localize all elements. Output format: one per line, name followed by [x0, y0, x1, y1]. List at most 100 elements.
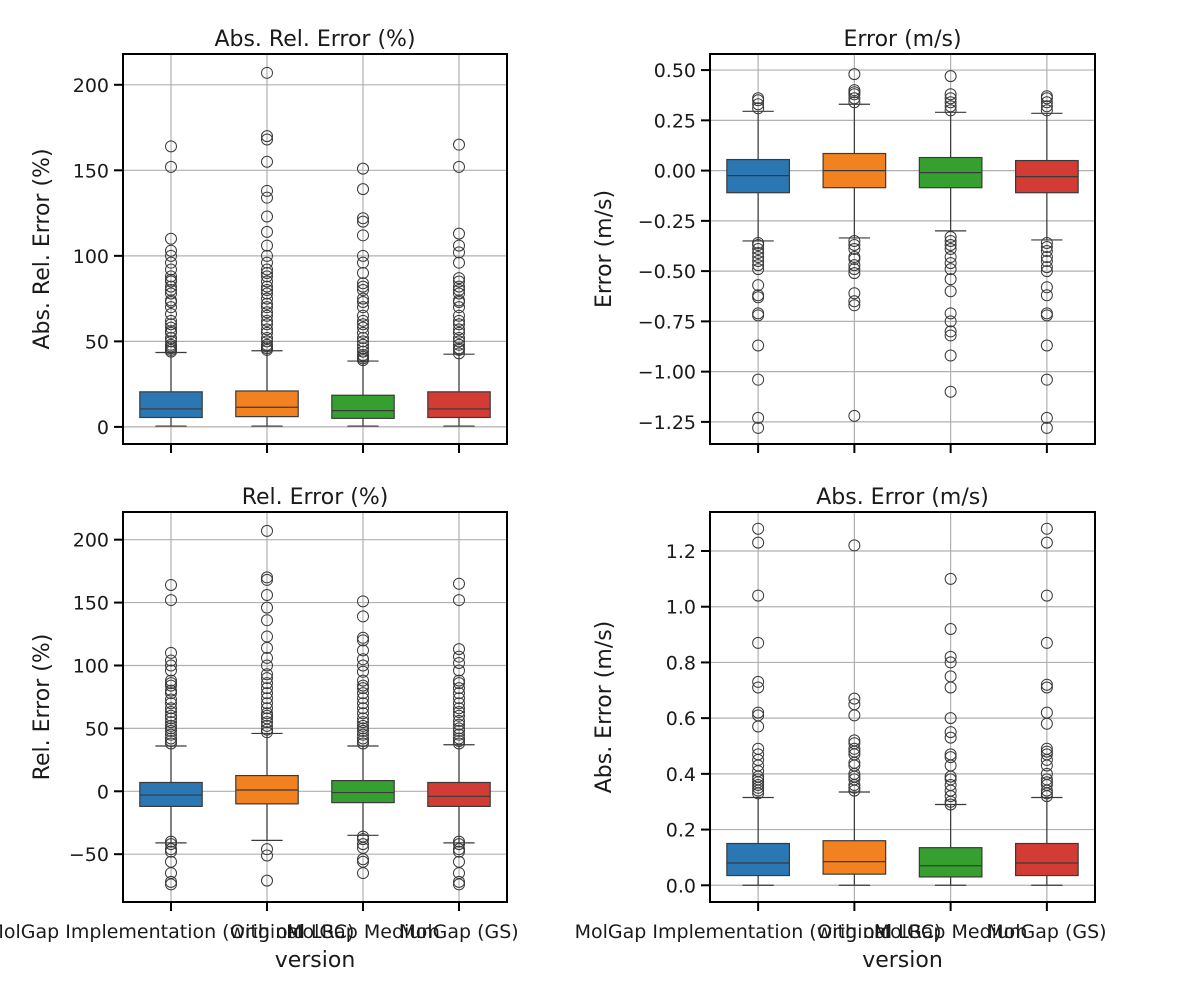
- outlier-point: [165, 737, 177, 750]
- outlier-point: [752, 259, 765, 272]
- outlier-point: [357, 674, 369, 687]
- outlier-point: [357, 338, 369, 351]
- outlier-point: [165, 338, 177, 351]
- outlier-point: [752, 681, 765, 694]
- box: [139, 781, 203, 807]
- outlier-point: [453, 594, 465, 607]
- y-axis-label: Abs. Rel. Error (%): [30, 148, 55, 349]
- outlier-point: [357, 183, 369, 196]
- outlier-point: [752, 251, 765, 264]
- y-tick-label: −0.75: [638, 311, 696, 333]
- outlier-point: [357, 345, 369, 358]
- outlier-point: [357, 342, 369, 355]
- outlier-point: [165, 284, 177, 297]
- outlier-point: [357, 296, 369, 309]
- outlier-point: [453, 287, 465, 300]
- outlier-point: [453, 682, 465, 695]
- panel-error-ms: Error (m/s) Error (m/s) −1.25 −1.00 −0.75 −…: [592, 27, 1096, 453]
- outlier-point: [944, 726, 957, 739]
- outlier-point: [453, 697, 465, 710]
- outlier-point: [848, 92, 861, 105]
- outlier-point: [453, 309, 465, 322]
- outlier-point: [165, 244, 177, 257]
- outlier-point: [165, 684, 177, 697]
- box: [235, 390, 299, 418]
- outlier-point: [165, 232, 177, 245]
- x-tick-label: Original: [230, 921, 304, 943]
- outlier-point: [453, 256, 465, 269]
- outlier-point: [357, 256, 369, 269]
- outlier-point: [1040, 536, 1053, 549]
- y-tick-label: 0.4: [666, 764, 696, 786]
- outlier-point: [165, 659, 177, 672]
- box-series-4: [427, 577, 491, 891]
- axes-frame: [122, 53, 508, 445]
- outlier-point: [944, 273, 957, 286]
- outlier-point: [453, 227, 465, 240]
- outlier-point: [165, 712, 177, 725]
- outlier-point: [165, 845, 177, 858]
- outlier-point: [944, 307, 957, 320]
- outlier-point: [261, 843, 273, 856]
- outlier-point: [1040, 309, 1053, 322]
- outlier-point: [752, 742, 765, 755]
- outlier-point: [1040, 706, 1053, 719]
- outlier-point: [165, 308, 177, 320]
- outlier-point: [261, 726, 273, 739]
- outlier-point: [944, 656, 957, 669]
- outlier-point: [261, 66, 273, 79]
- outlier-point: [453, 160, 465, 173]
- outlier-point: [453, 331, 465, 344]
- y-tick-label: −1.00: [638, 362, 696, 384]
- outlier-point: [261, 672, 273, 685]
- panel-rel-error-pct: Rel. Error (%) Rel. Error (%) version −5…: [0, 485, 519, 973]
- outlier-point: [848, 737, 861, 750]
- outlier-point: [1040, 90, 1053, 103]
- outlier-point: [1040, 681, 1053, 694]
- box: [427, 781, 491, 807]
- y-tick-label: 50: [85, 718, 109, 740]
- outlier-point: [944, 623, 957, 635]
- outlier-point: [944, 712, 957, 725]
- outlier-point: [357, 292, 369, 305]
- box-series-2: [235, 524, 299, 887]
- outlier-point: [165, 140, 177, 153]
- outlier-point: [752, 411, 765, 424]
- outlier-point: [453, 835, 465, 848]
- y-tick-label: 0: [97, 417, 109, 439]
- box-series-3: [331, 162, 395, 427]
- outlier-point: [261, 712, 273, 725]
- y-tick-label: 200: [73, 530, 109, 552]
- outlier-point: [165, 875, 177, 888]
- outlier-point: [357, 653, 369, 666]
- outlier-point: [848, 287, 861, 300]
- outlier-point: [944, 285, 957, 298]
- outlier-point: [752, 279, 765, 292]
- outlier-point: [752, 706, 765, 719]
- outlier-point: [165, 263, 177, 276]
- outlier-point: [848, 742, 861, 755]
- outlier-point: [165, 294, 177, 307]
- outlier-point: [261, 292, 273, 305]
- outlier-point: [944, 751, 957, 764]
- outlier-point: [848, 734, 861, 747]
- outlier-point: [165, 280, 177, 293]
- outlier-point: [453, 342, 465, 355]
- outlier-point: [357, 728, 369, 741]
- box-series-1: [726, 92, 791, 434]
- outlier-point: [357, 229, 369, 242]
- outlier-point: [1040, 742, 1053, 755]
- outlier-point: [357, 318, 369, 331]
- outlier-point: [261, 130, 273, 143]
- outlier-point: [1040, 678, 1053, 691]
- box-series-3: [918, 70, 983, 398]
- outlier-point: [453, 656, 465, 669]
- outlier-point: [752, 92, 765, 105]
- outlier-point: [261, 682, 273, 695]
- outlier-point: [752, 421, 765, 434]
- y-tick-label: 100: [73, 246, 109, 268]
- x-tick-label: MolGap (GS): [399, 921, 518, 943]
- outlier-point: [357, 867, 369, 880]
- outlier-point: [1040, 96, 1053, 109]
- outlier-point: [261, 275, 273, 288]
